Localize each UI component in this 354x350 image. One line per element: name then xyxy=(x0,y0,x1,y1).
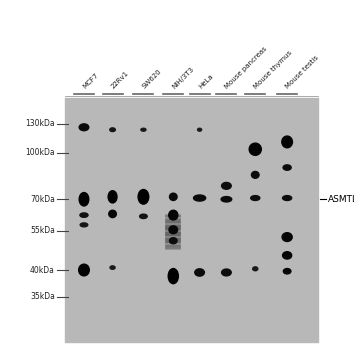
Ellipse shape xyxy=(249,143,261,155)
Ellipse shape xyxy=(170,238,177,244)
Ellipse shape xyxy=(222,182,231,189)
Ellipse shape xyxy=(169,210,178,220)
Ellipse shape xyxy=(195,269,204,276)
Ellipse shape xyxy=(110,266,115,269)
Bar xyxy=(65,98,318,342)
Text: NIH/3T3: NIH/3T3 xyxy=(171,66,195,90)
Ellipse shape xyxy=(80,223,88,227)
Ellipse shape xyxy=(110,128,115,132)
Ellipse shape xyxy=(251,196,260,201)
Ellipse shape xyxy=(139,214,147,218)
Text: MCF7: MCF7 xyxy=(82,72,99,90)
Ellipse shape xyxy=(222,269,231,276)
Ellipse shape xyxy=(80,213,88,217)
Ellipse shape xyxy=(282,196,292,201)
Ellipse shape xyxy=(109,210,116,218)
Text: 130kDa: 130kDa xyxy=(25,119,55,128)
Text: Mouse thymus: Mouse thymus xyxy=(253,50,293,90)
Text: ASMTL: ASMTL xyxy=(328,195,354,204)
Text: 22Rv1: 22Rv1 xyxy=(110,70,130,90)
Ellipse shape xyxy=(282,136,292,148)
Text: 70kDa: 70kDa xyxy=(30,195,55,204)
Ellipse shape xyxy=(282,252,292,259)
Text: Mouse testis: Mouse testis xyxy=(285,55,320,90)
Text: 100kDa: 100kDa xyxy=(25,148,55,158)
Text: Mouse pancreas: Mouse pancreas xyxy=(224,46,269,90)
Ellipse shape xyxy=(141,128,146,131)
Ellipse shape xyxy=(169,226,178,234)
Ellipse shape xyxy=(194,195,206,201)
Ellipse shape xyxy=(251,172,259,178)
Ellipse shape xyxy=(170,193,177,201)
Ellipse shape xyxy=(168,268,178,284)
Text: 35kDa: 35kDa xyxy=(30,292,55,301)
Ellipse shape xyxy=(282,233,292,241)
Text: 40kDa: 40kDa xyxy=(30,266,55,274)
Text: 55kDa: 55kDa xyxy=(30,226,55,236)
Ellipse shape xyxy=(283,268,291,274)
Ellipse shape xyxy=(283,165,291,170)
Ellipse shape xyxy=(79,193,89,206)
Ellipse shape xyxy=(108,191,117,203)
Ellipse shape xyxy=(138,189,149,204)
Ellipse shape xyxy=(79,264,89,276)
Text: SW620: SW620 xyxy=(141,68,163,90)
Ellipse shape xyxy=(198,128,202,131)
Ellipse shape xyxy=(221,197,232,202)
Text: HeLa: HeLa xyxy=(197,73,214,90)
Ellipse shape xyxy=(79,124,89,131)
Ellipse shape xyxy=(253,267,258,271)
